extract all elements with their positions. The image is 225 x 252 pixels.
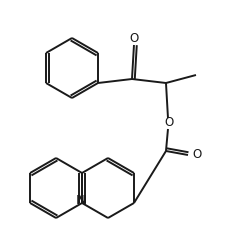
Text: O: O xyxy=(192,148,202,162)
Text: O: O xyxy=(164,115,174,129)
Text: O: O xyxy=(129,32,139,45)
Text: N: N xyxy=(75,195,87,207)
